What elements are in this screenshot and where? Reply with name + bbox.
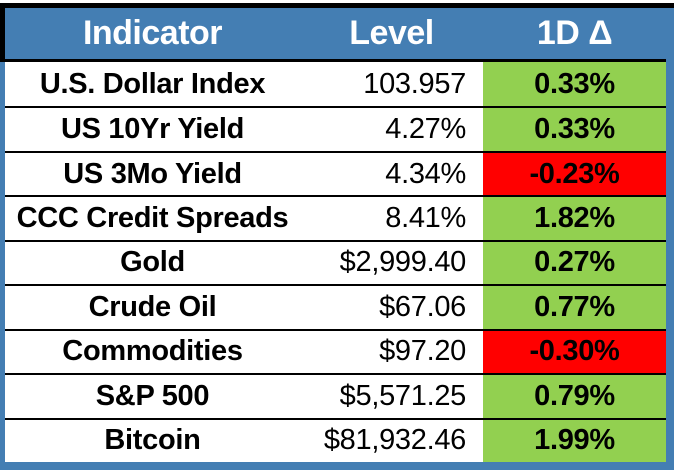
delta-cell: 0.79% <box>483 375 666 418</box>
table-row: Crude Oil $67.06 0.77% <box>5 284 666 329</box>
indicator-cell: Bitcoin <box>104 424 201 457</box>
header-cell-indicator: Indicator <box>82 14 223 52</box>
table-row: Bitcoin $81,932.46 1.99% <box>5 417 666 462</box>
level-cell: 8.41% <box>385 202 466 235</box>
level-cell: $5,571.25 <box>339 379 467 412</box>
delta-cell: 0.33% <box>483 108 666 151</box>
table-row: U.S. Dollar Index 103.957 0.33% <box>5 62 666 107</box>
market-indicators-table: Indicator Level 1D Δ U.S. Dollar Index 1… <box>5 8 666 462</box>
level-cell: $81,932.46 <box>323 424 466 457</box>
header-cell-level: Level <box>349 14 434 52</box>
delta-cell: 1.82% <box>483 197 666 240</box>
indicator-cell: Commodities <box>62 335 243 368</box>
header-left-border <box>0 8 6 62</box>
level-cell: $67.06 <box>379 290 466 323</box>
level-cell: 4.34% <box>385 157 466 190</box>
header-cell-1d-delta: 1D Δ <box>536 14 613 52</box>
indicator-cell: US 10Yr Yield <box>60 113 245 146</box>
delta-cell: -0.23% <box>483 152 666 196</box>
level-cell: $97.20 <box>379 335 466 368</box>
delta-cell: 0.77% <box>483 286 666 329</box>
indicator-cell: Gold <box>120 246 185 279</box>
delta-cell: 0.33% <box>483 62 666 107</box>
indicator-cell: Crude Oil <box>88 290 217 323</box>
table-body: U.S. Dollar Index 103.957 0.33% US 10Yr … <box>5 62 666 462</box>
indicator-cell: CCC Credit Spreads <box>16 202 289 235</box>
table-top-border <box>0 3 674 8</box>
table-row: S&P 500 $5,571.25 0.79% <box>5 373 666 418</box>
indicator-cell: U.S. Dollar Index <box>39 67 266 100</box>
table-row: US 3Mo Yield 4.34% -0.23% <box>5 150 666 196</box>
delta-cell: 1.99% <box>483 419 666 462</box>
table-header: Indicator Level 1D Δ <box>5 8 666 62</box>
level-cell: 4.27% <box>385 113 466 146</box>
level-cell: $2,999.40 <box>339 246 467 279</box>
indicator-cell: US 3Mo Yield <box>63 157 242 190</box>
delta-cell: 0.27% <box>483 241 666 285</box>
level-cell: 103.957 <box>363 67 466 100</box>
table-row: CCC Credit Spreads 8.41% 1.82% <box>5 195 666 240</box>
delta-cell: -0.30% <box>483 330 666 374</box>
indicator-cell: S&P 500 <box>95 379 210 412</box>
table-row: US 10Yr Yield 4.27% 0.33% <box>5 106 666 151</box>
table-row: Commodities $97.20 -0.30% <box>5 328 666 374</box>
table-row: Gold $2,999.40 0.27% <box>5 239 666 285</box>
